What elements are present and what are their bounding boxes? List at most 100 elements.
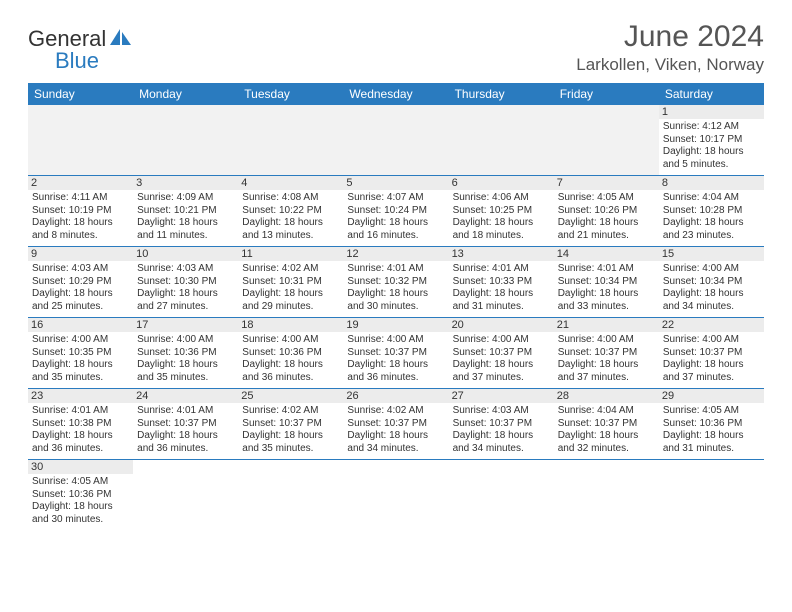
day-cell: 18Sunrise: 4:00 AMSunset: 10:36 PMDaylig… — [238, 318, 343, 389]
daylight-line: Daylight: 18 hours and 36 minutes. — [137, 430, 234, 455]
sunrise-line: Sunrise: 4:01 AM — [347, 263, 444, 276]
sunrise-line: Sunrise: 4:05 AM — [32, 476, 129, 489]
empty-cell — [343, 105, 448, 176]
sunset-line: Sunset: 10:35 PM — [32, 347, 129, 360]
day-number: 11 — [238, 247, 343, 261]
day-cell: 3Sunrise: 4:09 AMSunset: 10:21 PMDayligh… — [133, 176, 238, 247]
day-number: 22 — [659, 318, 764, 332]
page-subtitle: Larkollen, Viken, Norway — [576, 55, 764, 75]
title-block: June 2024 Larkollen, Viken, Norway — [576, 20, 764, 75]
day-number: 30 — [28, 460, 133, 474]
day-number: 3 — [133, 176, 238, 190]
day-number: 19 — [343, 318, 448, 332]
sunset-line: Sunset: 10:19 PM — [32, 205, 129, 218]
empty-cell — [28, 105, 133, 176]
day-number: 4 — [238, 176, 343, 190]
daylight-line: Daylight: 18 hours and 16 minutes. — [347, 217, 444, 242]
day-cell: 8Sunrise: 4:04 AMSunset: 10:28 PMDayligh… — [659, 176, 764, 247]
daylight-line: Daylight: 18 hours and 18 minutes. — [453, 217, 550, 242]
sunset-line: Sunset: 10:36 PM — [137, 347, 234, 360]
sunrise-line: Sunrise: 4:11 AM — [32, 192, 129, 205]
sunset-line: Sunset: 10:33 PM — [453, 276, 550, 289]
daylight-line: Daylight: 18 hours and 34 minutes. — [663, 288, 760, 313]
daylight-line: Daylight: 18 hours and 27 minutes. — [137, 288, 234, 313]
day-cell: 1Sunrise: 4:12 AMSunset: 10:17 PMDayligh… — [659, 105, 764, 176]
sunrise-line: Sunrise: 4:00 AM — [663, 263, 760, 276]
sunset-line: Sunset: 10:28 PM — [663, 205, 760, 218]
sunrise-line: Sunrise: 4:07 AM — [347, 192, 444, 205]
day-number: 18 — [238, 318, 343, 332]
daylight-line: Daylight: 18 hours and 30 minutes. — [347, 288, 444, 313]
sunset-line: Sunset: 10:37 PM — [453, 347, 550, 360]
sunrise-line: Sunrise: 4:04 AM — [558, 405, 655, 418]
daylight-line: Daylight: 18 hours and 35 minutes. — [137, 359, 234, 384]
sunrise-line: Sunrise: 4:04 AM — [663, 192, 760, 205]
daylight-line: Daylight: 18 hours and 31 minutes. — [663, 430, 760, 455]
empty-cell — [238, 460, 343, 531]
logo-text-blue: Blue — [55, 48, 99, 74]
day-cell: 10Sunrise: 4:03 AMSunset: 10:30 PMDaylig… — [133, 247, 238, 318]
weekday-header: Saturday — [659, 83, 764, 105]
calendar-row: 23Sunrise: 4:01 AMSunset: 10:38 PMDaylig… — [28, 389, 764, 460]
empty-cell — [449, 460, 554, 531]
day-cell: 6Sunrise: 4:06 AMSunset: 10:25 PMDayligh… — [449, 176, 554, 247]
day-number: 14 — [554, 247, 659, 261]
daylight-line: Daylight: 18 hours and 11 minutes. — [137, 217, 234, 242]
weekday-header-row: Sunday Monday Tuesday Wednesday Thursday… — [28, 83, 764, 105]
sunrise-line: Sunrise: 4:05 AM — [558, 192, 655, 205]
calendar-body: 1Sunrise: 4:12 AMSunset: 10:17 PMDayligh… — [28, 105, 764, 530]
logo-sail-icon — [109, 26, 133, 52]
sunset-line: Sunset: 10:37 PM — [558, 347, 655, 360]
weekday-header: Wednesday — [343, 83, 448, 105]
sunset-line: Sunset: 10:37 PM — [347, 347, 444, 360]
daylight-line: Daylight: 18 hours and 37 minutes. — [663, 359, 760, 384]
sunrise-line: Sunrise: 4:01 AM — [453, 263, 550, 276]
day-number: 1 — [659, 105, 764, 119]
daylight-line: Daylight: 18 hours and 36 minutes. — [32, 430, 129, 455]
weekday-header: Sunday — [28, 83, 133, 105]
day-number: 8 — [659, 176, 764, 190]
sunset-line: Sunset: 10:36 PM — [32, 489, 129, 502]
day-number: 23 — [28, 389, 133, 403]
day-number: 16 — [28, 318, 133, 332]
daylight-line: Daylight: 18 hours and 13 minutes. — [242, 217, 339, 242]
day-cell: 28Sunrise: 4:04 AMSunset: 10:37 PMDaylig… — [554, 389, 659, 460]
sunset-line: Sunset: 10:32 PM — [347, 276, 444, 289]
daylight-line: Daylight: 18 hours and 30 minutes. — [32, 501, 129, 526]
sunrise-line: Sunrise: 4:00 AM — [347, 334, 444, 347]
sunset-line: Sunset: 10:26 PM — [558, 205, 655, 218]
day-number: 25 — [238, 389, 343, 403]
daylight-line: Daylight: 18 hours and 34 minutes. — [347, 430, 444, 455]
daylight-line: Daylight: 18 hours and 35 minutes. — [242, 430, 339, 455]
empty-cell — [554, 105, 659, 176]
day-number: 5 — [343, 176, 448, 190]
daylight-line: Daylight: 18 hours and 29 minutes. — [242, 288, 339, 313]
day-cell: 24Sunrise: 4:01 AMSunset: 10:37 PMDaylig… — [133, 389, 238, 460]
day-cell: 30 Sunrise: 4:05 AMSunset: 10:36 PMDaylig… — [28, 460, 133, 531]
day-number: 15 — [659, 247, 764, 261]
sunset-line: Sunset: 10:30 PM — [137, 276, 234, 289]
sunset-line: Sunset: 10:36 PM — [663, 418, 760, 431]
day-number: 6 — [449, 176, 554, 190]
empty-cell — [449, 105, 554, 176]
sunrise-line: Sunrise: 4:01 AM — [558, 263, 655, 276]
day-number: 9 — [28, 247, 133, 261]
calendar-row: 2Sunrise: 4:11 AMSunset: 10:19 PMDayligh… — [28, 176, 764, 247]
sunset-line: Sunset: 10:36 PM — [242, 347, 339, 360]
empty-cell — [659, 460, 764, 531]
sunset-line: Sunset: 10:34 PM — [558, 276, 655, 289]
sunset-line: Sunset: 10:37 PM — [347, 418, 444, 431]
sunrise-line: Sunrise: 4:02 AM — [242, 405, 339, 418]
weekday-header: Friday — [554, 83, 659, 105]
day-cell: 4Sunrise: 4:08 AMSunset: 10:22 PMDayligh… — [238, 176, 343, 247]
empty-cell — [343, 460, 448, 531]
day-number: 28 — [554, 389, 659, 403]
calendar-table: Sunday Monday Tuesday Wednesday Thursday… — [28, 83, 764, 530]
calendar-page: General June 2024 Larkollen, Viken, Norw… — [0, 0, 792, 550]
weekday-header: Tuesday — [238, 83, 343, 105]
sunrise-line: Sunrise: 4:00 AM — [663, 334, 760, 347]
daylight-line: Daylight: 18 hours and 37 minutes. — [453, 359, 550, 384]
daylight-line: Daylight: 18 hours and 34 minutes. — [453, 430, 550, 455]
calendar-row: 30 Sunrise: 4:05 AMSunset: 10:36 PMDaylig… — [28, 460, 764, 531]
daylight-line: Daylight: 18 hours and 33 minutes. — [558, 288, 655, 313]
